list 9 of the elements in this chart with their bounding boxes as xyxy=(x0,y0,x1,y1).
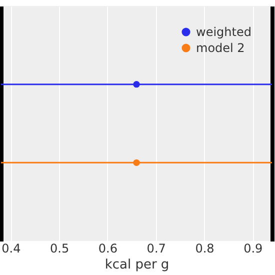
x-tick-label: 0.6 xyxy=(98,242,118,256)
x-tick-label: 0.5 xyxy=(50,242,70,256)
x-tick-label: 0.7 xyxy=(146,242,166,256)
legend-label: model 2 xyxy=(196,41,245,55)
x-tick-label: 0.8 xyxy=(195,242,214,256)
x-tick-label: 0.4 xyxy=(2,242,21,256)
x-axis-title: kcal per g xyxy=(104,258,170,272)
legend-label: weighted xyxy=(196,25,252,39)
x-tick-label: 0.9 xyxy=(244,242,263,256)
